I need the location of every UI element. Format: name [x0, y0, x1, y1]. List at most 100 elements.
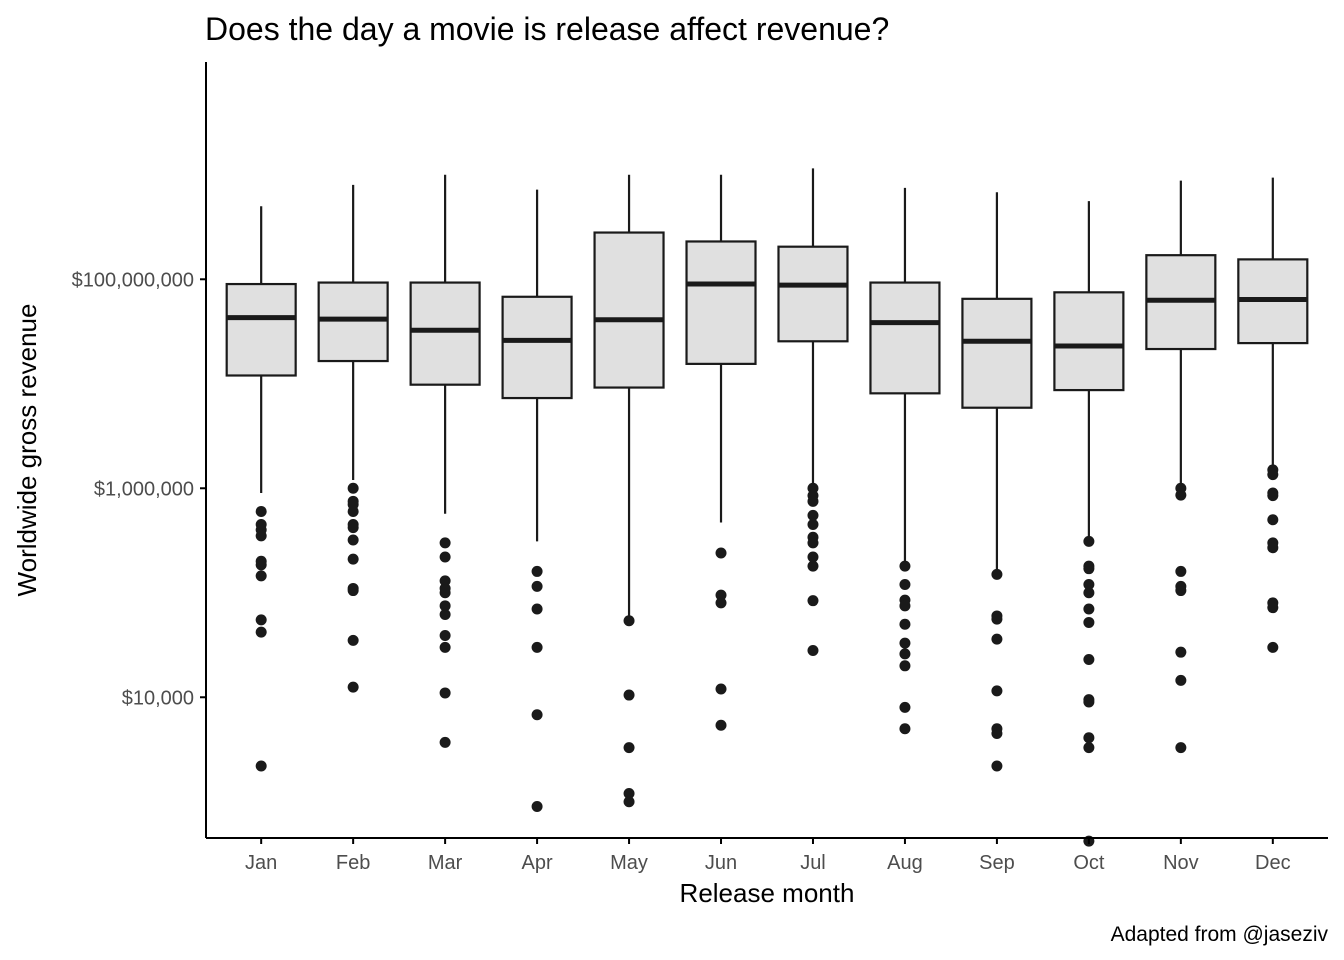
- axes-layer: [205, 62, 1328, 839]
- box-group-may: [593, 174, 665, 808]
- box-group-nov: [1145, 180, 1217, 754]
- outlier-point: [623, 787, 635, 799]
- box-group-dec: [1237, 177, 1309, 653]
- iqr-box: [593, 231, 665, 389]
- iqr-box: [777, 245, 849, 343]
- outlier-point: [1083, 563, 1095, 575]
- outlier-point: [1083, 653, 1095, 665]
- iqr-box: [409, 281, 481, 386]
- outlier-point: [1267, 542, 1279, 554]
- outlier-point: [899, 648, 911, 660]
- outlier-point: [899, 637, 911, 649]
- outlier-point: [899, 578, 911, 590]
- outlier-point: [991, 760, 1003, 772]
- outlier-point: [1083, 616, 1095, 628]
- outlier-point: [807, 509, 819, 521]
- outlier-point: [1083, 696, 1095, 708]
- outlier-point: [1175, 646, 1187, 658]
- outlier-point: [439, 582, 451, 594]
- x-tick-label: Aug: [887, 852, 923, 874]
- outlier-point: [807, 495, 819, 507]
- iqr-box: [961, 297, 1033, 409]
- outlier-point: [1083, 578, 1095, 590]
- outlier-point: [1083, 587, 1095, 599]
- iqr-box: [869, 281, 941, 395]
- x-tick-label: Apr: [522, 852, 553, 874]
- iqr-box: [1053, 291, 1125, 392]
- boxes-layer: [225, 168, 1309, 847]
- outlier-point: [623, 689, 635, 701]
- outlier-point: [807, 551, 819, 563]
- outlier-point: [439, 608, 451, 620]
- outlier-point: [1083, 742, 1095, 754]
- outlier-point: [439, 551, 451, 563]
- outlier-point: [715, 683, 727, 695]
- outlier-point: [439, 641, 451, 653]
- outlier-point: [439, 575, 451, 587]
- outlier-point: [255, 570, 267, 582]
- outlier-point: [531, 565, 543, 577]
- x-axis-title: Release month: [680, 878, 855, 908]
- outlier-point: [347, 553, 359, 565]
- outlier-point: [1175, 585, 1187, 597]
- outlier-point: [439, 629, 451, 641]
- x-tick-label: Dec: [1255, 852, 1291, 874]
- outlier-point: [623, 742, 635, 754]
- outlier-point: [899, 618, 911, 630]
- outlier-point: [439, 736, 451, 748]
- outlier-point: [991, 633, 1003, 645]
- outlier-point: [807, 560, 819, 572]
- y-tick-label: $1,000,000: [94, 478, 194, 500]
- x-tick-label: Jun: [705, 852, 737, 874]
- outlier-point: [1267, 602, 1279, 614]
- box-group-apr: [501, 189, 573, 813]
- x-tick-label: Oct: [1073, 852, 1105, 874]
- outlier-point: [807, 645, 819, 657]
- outlier-point: [255, 760, 267, 772]
- outlier-point: [255, 626, 267, 638]
- outlier-point: [899, 723, 911, 735]
- outlier-point: [623, 796, 635, 808]
- outlier-point: [347, 534, 359, 546]
- outlier-point: [1267, 469, 1279, 481]
- outlier-point: [1175, 742, 1187, 754]
- outlier-point: [715, 589, 727, 601]
- y-tick-label: $10,000: [122, 687, 194, 709]
- outlier-point: [899, 600, 911, 612]
- outlier-point: [715, 597, 727, 609]
- outlier-point: [439, 600, 451, 612]
- outlier-point: [715, 719, 727, 731]
- y-tick-label: $100,000,000: [72, 269, 194, 291]
- outlier-point: [1175, 565, 1187, 577]
- box-group-jul: [777, 168, 849, 657]
- outlier-point: [531, 801, 543, 813]
- outlier-point: [531, 580, 543, 592]
- outlier-point: [255, 505, 267, 517]
- box-group-sep: [961, 192, 1033, 772]
- x-tick-label: Feb: [336, 852, 370, 874]
- outlier-point: [1267, 490, 1279, 502]
- outlier-point: [347, 585, 359, 597]
- outlier-point: [991, 685, 1003, 697]
- iqr-box: [317, 281, 389, 363]
- outlier-point: [347, 634, 359, 646]
- outlier-point: [439, 687, 451, 699]
- outlier-point: [347, 505, 359, 517]
- outlier-point: [255, 559, 267, 571]
- outlier-point: [1083, 603, 1095, 615]
- outlier-point: [531, 603, 543, 615]
- outlier-point: [255, 614, 267, 626]
- outlier-point: [807, 595, 819, 607]
- chart-caption: Adapted from @jaseziv: [1111, 923, 1329, 946]
- iqr-box: [685, 240, 757, 365]
- outlier-point: [1267, 641, 1279, 653]
- outlier-point: [715, 547, 727, 559]
- box-group-jan: [225, 206, 297, 772]
- x-tick-label: May: [610, 852, 648, 874]
- box-group-jun: [685, 174, 757, 731]
- outlier-point: [347, 522, 359, 534]
- outlier-point: [531, 709, 543, 721]
- outlier-point: [1175, 489, 1187, 501]
- outlier-point: [991, 613, 1003, 625]
